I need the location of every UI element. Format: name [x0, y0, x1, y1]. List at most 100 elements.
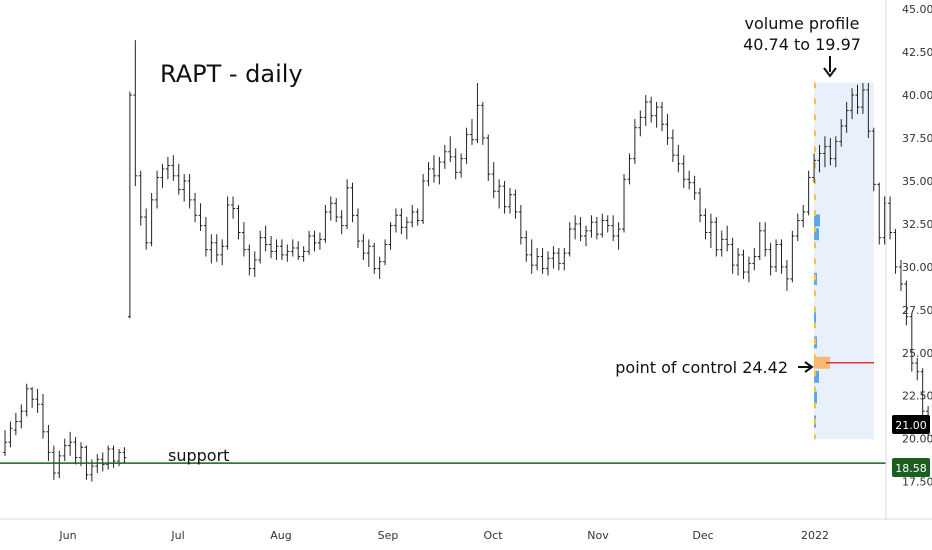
ohlc-bar — [828, 138, 833, 166]
support-price-value: 18.58 — [895, 462, 927, 475]
ohlc-bar — [138, 170, 143, 226]
ohlc-bar — [898, 260, 903, 291]
ohlc-bar — [469, 119, 474, 145]
ohlc-bar — [855, 84, 860, 114]
ohlc-bar — [176, 163, 181, 195]
ohlc-bar — [736, 247, 741, 276]
volume-profile-area — [814, 82, 874, 440]
x-tick-label: 2022 — [801, 529, 829, 542]
y-tick-label: 42.50 — [902, 46, 932, 59]
ohlc-bar — [383, 239, 388, 266]
ohlc-bar — [649, 96, 654, 123]
ohlc-bar — [801, 205, 806, 228]
ohlc-bar — [307, 230, 312, 255]
ohlc-bar — [535, 247, 540, 271]
y-tick-label: 17.50 — [902, 476, 932, 489]
ohlc-bar — [665, 113, 670, 145]
ohlc-bar — [41, 394, 46, 439]
ohlc-bar — [670, 129, 675, 163]
ohlc-bar — [654, 101, 659, 128]
x-tick-label: Nov — [587, 529, 609, 542]
ohlc-bar — [35, 388, 40, 413]
y-tick-label: 27.50 — [902, 304, 932, 317]
ohlc-bar — [562, 247, 567, 271]
point-of-control-label: point of control 24.42 — [615, 358, 788, 377]
ohlc-bar — [334, 198, 339, 223]
ohlc-bar — [73, 436, 78, 465]
ohlc-bar — [698, 187, 703, 223]
ohlc-bar — [480, 101, 485, 145]
ohlc-bar — [279, 239, 284, 260]
ohlc-bar — [486, 134, 491, 181]
ohlc-bar — [741, 249, 746, 279]
ohlc-bar — [193, 192, 198, 223]
ohlc-bar — [220, 239, 225, 266]
ohlc-bar — [258, 230, 263, 264]
ohlc-bar — [687, 170, 692, 190]
ohlc-bar — [518, 205, 523, 245]
ohlc-bar — [676, 144, 681, 173]
ohlc-bar — [594, 217, 599, 240]
support-label: support — [168, 446, 229, 465]
ohlc-bar — [269, 235, 274, 259]
ohlc-bar — [817, 144, 822, 173]
volume-profile-row — [814, 214, 820, 227]
y-tick-label: 37.50 — [902, 132, 932, 145]
ohlc-bar — [719, 230, 724, 257]
price-bars — [3, 40, 931, 482]
ohlc-bar — [578, 217, 583, 242]
ohlc-bar — [274, 239, 279, 260]
ohlc-bar — [703, 208, 708, 240]
ohlc-bar — [915, 357, 920, 381]
ohlc-bar — [62, 438, 67, 462]
ohlc-bar — [361, 234, 366, 260]
ohlc-bar — [13, 412, 18, 436]
ohlc-bar — [399, 208, 404, 235]
ohlc-bar — [806, 170, 811, 216]
ohlc-bar — [290, 239, 295, 257]
ohlc-bar — [768, 242, 773, 276]
ohlc-bar — [160, 163, 165, 188]
volume-profile-row — [814, 312, 816, 325]
ohlc-bar — [763, 222, 768, 257]
ohlc-bar — [106, 445, 111, 470]
ohlc-bar — [328, 196, 333, 221]
ohlc-bar — [871, 127, 876, 192]
volume-profile-row — [814, 356, 830, 369]
ohlc-bar — [203, 217, 208, 257]
ohlc-bar — [209, 234, 214, 264]
ohlc-bar — [133, 40, 138, 187]
ohlc-bar — [247, 244, 252, 276]
ohlc-bar — [345, 179, 350, 230]
ohlc-bar — [850, 88, 855, 120]
ohlc-bar — [904, 280, 909, 326]
ohlc-bar — [459, 153, 464, 178]
ohlc-bar — [540, 247, 545, 274]
ohlc-bar — [790, 230, 795, 283]
ohlc-bar — [431, 155, 436, 183]
volume-profile-histogram — [814, 82, 830, 440]
ohlc-bar — [263, 225, 268, 252]
volume-profile-row — [814, 370, 819, 383]
y-tick-label: 45.00 — [902, 3, 932, 16]
ohlc-bar — [464, 127, 469, 164]
ohlc-bar — [421, 174, 426, 224]
ohlc-bar — [372, 242, 377, 274]
ohlc-bar — [144, 208, 149, 250]
x-tick-label: Oct — [483, 529, 503, 542]
ohlc-bar — [551, 246, 556, 269]
x-tick-label: Jun — [58, 529, 76, 542]
ohlc-bar — [155, 170, 160, 209]
ohlc-bar — [611, 215, 616, 242]
ohlc-bar — [920, 368, 925, 417]
x-axis-ticks: Jun Jul Aug Sep Oct Nov Dec 2022 — [58, 529, 829, 542]
ohlc-bar — [377, 256, 382, 279]
ohlc-bar — [301, 246, 306, 262]
ohlc-bar — [437, 156, 442, 185]
ohlc-bar — [366, 239, 371, 267]
ohlc-bar — [214, 234, 219, 262]
y-tick-label: 30.00 — [902, 261, 932, 274]
ohlc-bar — [46, 424, 51, 462]
